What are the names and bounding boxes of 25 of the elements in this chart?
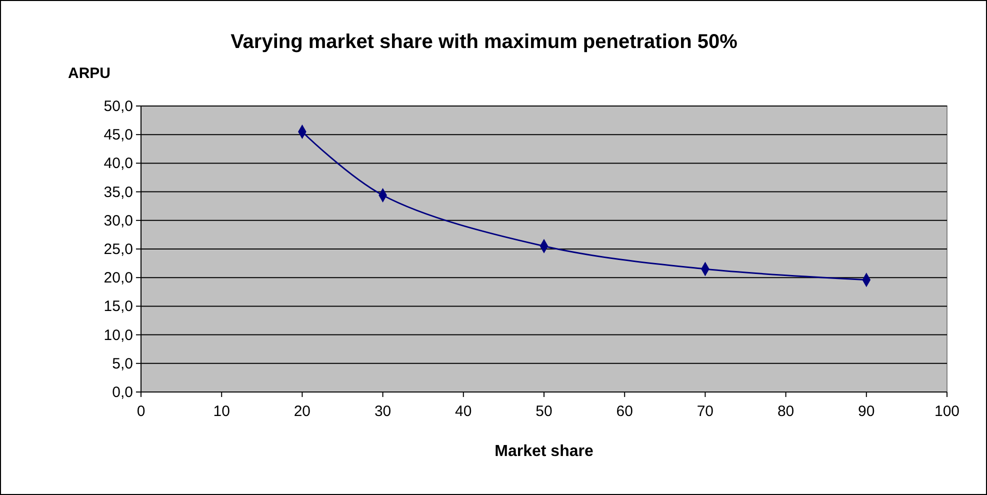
- x-tick-label: 10: [213, 403, 230, 420]
- x-tick-label: 30: [374, 403, 392, 420]
- y-tick-label: 45,0: [104, 126, 133, 144]
- x-tick-label: 90: [858, 403, 875, 420]
- x-tick-label: 80: [777, 403, 794, 420]
- y-tick-label: 10,0: [104, 326, 133, 344]
- x-tick-label: 70: [696, 403, 714, 420]
- x-tick-label: 40: [455, 403, 472, 420]
- x-tick-label: 60: [616, 403, 633, 420]
- y-tick-label: 5,0: [112, 355, 133, 372]
- x-tick-label: 0: [136, 403, 146, 420]
- y-axis-title: ARPU: [68, 65, 111, 82]
- x-tick-label: 100: [934, 403, 960, 420]
- y-tick-label: 50,0: [104, 98, 133, 115]
- y-tick-label: 30,0: [104, 212, 133, 230]
- y-tick-label: 40,0: [104, 155, 133, 172]
- x-axis-title: Market share: [494, 443, 594, 460]
- y-tick-label: 20,0: [104, 270, 133, 287]
- chart-title: Varying market share with maximum penetration 50%: [230, 31, 738, 53]
- x-tick-label: 50: [536, 403, 552, 420]
- y-tick-label: 15,0: [104, 298, 133, 316]
- x-tick-label: 20: [294, 403, 311, 420]
- y-tick-label: 25,0: [104, 241, 133, 258]
- y-tick-label: 0,0: [112, 384, 133, 401]
- y-tick-label: 35,0: [104, 184, 133, 201]
